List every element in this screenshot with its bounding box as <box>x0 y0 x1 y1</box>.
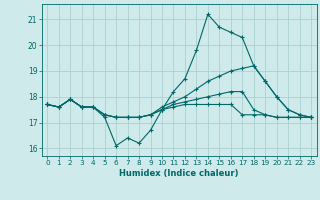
X-axis label: Humidex (Indice chaleur): Humidex (Indice chaleur) <box>119 169 239 178</box>
